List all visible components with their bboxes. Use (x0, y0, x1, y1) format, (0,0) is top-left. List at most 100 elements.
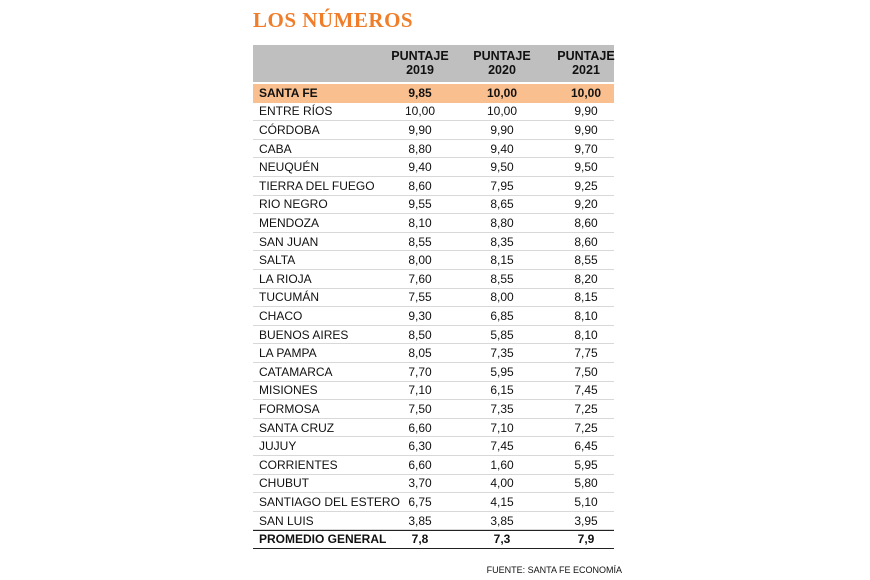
cell-value: 1,60 (490, 457, 514, 472)
table-row: LA RIOJA 7,60 8,55 8,20 (253, 270, 614, 289)
row-label: CORRIENTES (259, 457, 338, 472)
table-row: TIERRA DEL FUEGO 8,60 7,95 9,25 (253, 177, 614, 196)
table-row: FORMOSA 7,50 7,35 7,25 (253, 400, 614, 419)
cell-value: 8,10 (574, 327, 598, 342)
cell-value: 4,00 (490, 476, 514, 491)
table-row: NEUQUÉN 9,40 9,50 9,50 (253, 158, 614, 177)
cell-value: 5,85 (490, 327, 514, 342)
header-year: 2019 (406, 63, 434, 77)
cell-value: 7,70 (408, 364, 432, 379)
cell-value: 5,95 (574, 457, 598, 472)
cell-value: 9,25 (574, 178, 598, 193)
cell-value: 3,95 (574, 513, 598, 528)
cell-value: 10,00 (570, 86, 602, 101)
cell-value: 4,15 (490, 494, 514, 509)
cell-value: 3,70 (408, 476, 432, 491)
cell-value: 8,65 (490, 197, 514, 212)
source: FUENTE: SANTA FE ECONOMÍA (486, 565, 622, 575)
cell-value: 8,10 (408, 215, 432, 230)
cell-value: 9,90 (574, 104, 598, 119)
cell-value: 6,15 (490, 383, 514, 398)
table-row: ENTRE RÍOS 10,00 10,00 9,90 (253, 103, 614, 122)
cell-value: 9,70 (574, 141, 598, 156)
cell-value: 6,30 (408, 439, 432, 454)
cell-value: 7,35 (490, 346, 514, 361)
row-label: ENTRE RÍOS (259, 104, 333, 119)
row-label: TIERRA DEL FUEGO (259, 178, 375, 193)
cell-value: 7,9 (577, 532, 595, 546)
header-label: PUNTAJE (391, 49, 449, 63)
table-row: SAN LUIS 3,85 3,85 3,95 (253, 512, 614, 531)
table-row: LA PAMPA 8,05 7,35 7,75 (253, 344, 614, 363)
cell-value: 10,00 (486, 86, 518, 101)
cell-value: 8,55 (490, 271, 514, 286)
cell-value: 8,55 (408, 234, 432, 249)
table-row: CORRIENTES 6,60 1,60 5,95 (253, 456, 614, 475)
cell-value: 8,80 (408, 141, 432, 156)
cell-value: 7,95 (490, 178, 514, 193)
table-row: MISIONES 7,10 6,15 7,45 (253, 382, 614, 401)
cell-value: 10,00 (404, 104, 436, 119)
cell-value: 7,35 (490, 401, 514, 416)
row-label: BUENOS AIRES (259, 327, 349, 342)
table-row: CABA 8,80 9,40 9,70 (253, 140, 614, 159)
table-row: BUENOS AIRES 8,50 5,85 8,10 (253, 326, 614, 345)
row-label: CABA (259, 141, 292, 156)
cell-value: 8,20 (574, 271, 598, 286)
cell-value: 7,50 (408, 401, 432, 416)
row-label: PROMEDIO GENERAL (259, 532, 387, 546)
cell-value: 7,45 (574, 383, 598, 398)
cell-value: 3,85 (408, 513, 432, 528)
row-label: SANTIAGO DEL ESTERO (259, 494, 400, 509)
row-label: CATAMARCA (259, 364, 333, 379)
cell-value: 9,90 (408, 122, 432, 137)
table-row: SANTIAGO DEL ESTERO 6,75 4,15 5,10 (253, 493, 614, 512)
row-label: CÓRDOBA (259, 122, 320, 137)
row-label: TUCUMÁN (259, 290, 319, 305)
cell-value: 5,80 (574, 476, 598, 491)
cell-value: 8,05 (408, 346, 432, 361)
table-row: JUJUY 6,30 7,45 6,45 (253, 437, 614, 456)
cell-value: 3,85 (490, 513, 514, 528)
cell-value: 9,90 (490, 122, 514, 137)
cell-value: 8,15 (574, 290, 598, 305)
row-label: RIO NEGRO (259, 197, 328, 212)
cell-value: 5,95 (490, 364, 514, 379)
cell-value: 7,25 (574, 420, 598, 435)
row-label: NEUQUÉN (259, 160, 320, 175)
column-header: PUNTAJE 2020 (467, 49, 537, 77)
cell-value: 8,00 (490, 290, 514, 305)
table-row: SANTA CRUZ 6,60 7,10 7,25 (253, 419, 614, 438)
cell-value: 7,50 (574, 364, 598, 379)
table-row: SALTA 8,00 8,15 8,55 (253, 251, 614, 270)
row-label: SANTA CRUZ (259, 420, 335, 435)
header-label: PUNTAJE (473, 49, 531, 63)
cell-value: 8,60 (574, 234, 598, 249)
cell-value: 8,50 (408, 327, 432, 342)
row-label: LA PAMPA (259, 346, 317, 361)
table-row: MENDOZA 8,10 8,80 8,60 (253, 214, 614, 233)
table-row: CATAMARCA 7,70 5,95 7,50 (253, 363, 614, 382)
row-label: CHUBUT (259, 476, 309, 491)
cell-value: 6,85 (490, 308, 514, 323)
table-row: CHACO 9,30 6,85 8,10 (253, 307, 614, 326)
cell-value: 7,60 (408, 271, 432, 286)
table-row: CÓRDOBA 9,90 9,90 9,90 (253, 121, 614, 140)
cell-value: 6,45 (574, 439, 598, 454)
cell-value: 8,60 (408, 178, 432, 193)
table-row: SANTA FE 9,85 10,00 10,00 (253, 84, 614, 103)
row-label: SANTA FE (259, 86, 318, 101)
cell-value: 10,00 (486, 104, 518, 119)
column-header: PUNTAJE 2021 (551, 49, 621, 77)
cell-value: 6,75 (408, 494, 432, 509)
row-label: FORMOSA (259, 401, 320, 416)
cell-value: 9,40 (490, 141, 514, 156)
row-label: CHACO (259, 308, 303, 323)
cell-value: 9,30 (408, 308, 432, 323)
column-header: PUNTAJE 2019 (385, 49, 455, 77)
cell-value: 9,50 (490, 160, 514, 175)
cell-value: 8,80 (490, 215, 514, 230)
row-label: SAN JUAN (259, 234, 319, 249)
